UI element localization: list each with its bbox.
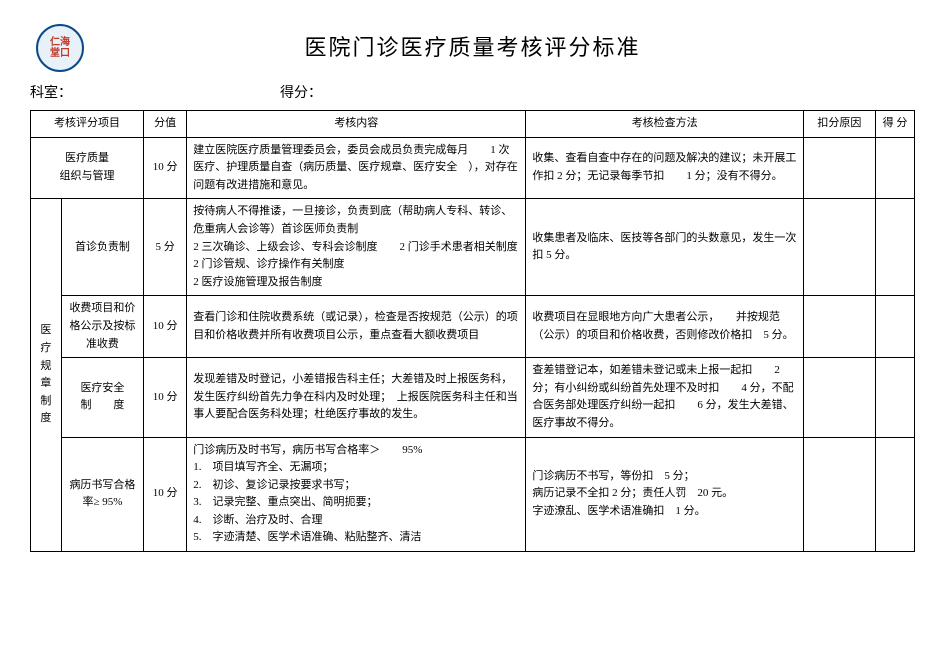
cell-reason bbox=[803, 437, 875, 552]
cell-reason bbox=[803, 137, 875, 199]
subheader-row: 科室： 得分： bbox=[30, 83, 915, 104]
cell-content: 查看门诊和住院收费系统（或记录），检查是否按规范（公示）的项目和价格收费并所有收… bbox=[187, 296, 526, 358]
cell-method: 收集、查看自查中存在的问题及解决的建议；未开展工作扣 2 分；无记录每季节扣 1… bbox=[526, 137, 804, 199]
cell-result bbox=[875, 199, 914, 296]
cell-content: 建立医院医疗质量管理委员会，委员会成员负责完成每月 1 次医疗、护理质量自查（病… bbox=[187, 137, 526, 199]
cell-subproject: 首诊负责制 bbox=[61, 199, 143, 296]
cell-reason bbox=[803, 296, 875, 358]
cell-group-project: 医疗规章制度 bbox=[31, 199, 62, 552]
score-label: 得分： bbox=[280, 83, 322, 104]
cell-score: 10 分 bbox=[144, 358, 187, 437]
col-header-method: 考核检查方法 bbox=[526, 111, 804, 138]
table-row: 医疗安全制 度 10 分 发现差错及时登记，小差错报告科主任；大差错及时上报医务… bbox=[31, 358, 915, 437]
table-row: 收费项目和价格公示及按标准收费 10 分 查看门诊和住院收费系统（或记录），检查… bbox=[31, 296, 915, 358]
logo-text: 仁海堂口 bbox=[50, 37, 70, 59]
cell-reason bbox=[803, 358, 875, 437]
cell-content: 门诊病历及时书写，病历书写合格率＞ 95%1. 项目填写齐全、无漏项；2. 初诊… bbox=[187, 437, 526, 552]
logo-container: 仁海堂口 bbox=[30, 20, 90, 75]
col-header-result: 得 分 bbox=[875, 111, 914, 138]
cell-subproject: 医疗安全制 度 bbox=[61, 358, 143, 437]
cell-content: 发现差错及时登记，小差错报告科主任；大差错及时上报医务科，发生医疗纠纷首先力争在… bbox=[187, 358, 526, 437]
table-row: 医疗质量组织与管理 10 分 建立医院医疗质量管理委员会，委员会成员负责完成每月… bbox=[31, 137, 915, 199]
cell-result bbox=[875, 137, 914, 199]
cell-method: 收费项目在显眼地方向广大患者公示， 并按规范（公示）的项目和价格收费，否则修改价… bbox=[526, 296, 804, 358]
cell-result bbox=[875, 358, 914, 437]
page-header: 仁海堂口 医院门诊医疗质量考核评分标准 bbox=[30, 20, 915, 75]
cell-result bbox=[875, 296, 914, 358]
cell-method: 门诊病历不书写，等份扣 5 分；病历记录不全扣 2 分；责任人罚 20 元。字迹… bbox=[526, 437, 804, 552]
cell-score: 5 分 bbox=[144, 199, 187, 296]
cell-result bbox=[875, 437, 914, 552]
table-row: 病历书写合格率≥ 95% 10 分 门诊病历及时书写，病历书写合格率＞ 95%1… bbox=[31, 437, 915, 552]
department-label: 科室： bbox=[30, 83, 280, 104]
cell-subproject: 收费项目和价格公示及按标准收费 bbox=[61, 296, 143, 358]
cell-content: 按待病人不得推诿，一旦接诊，负责到底（帮助病人专科、转诊、危重病人会诊等）首诊医… bbox=[187, 199, 526, 296]
col-header-reason: 扣分原因 bbox=[803, 111, 875, 138]
hospital-logo-icon: 仁海堂口 bbox=[36, 24, 84, 72]
cell-score: 10 分 bbox=[144, 437, 187, 552]
cell-score: 10 分 bbox=[144, 137, 187, 199]
col-header-score: 分值 bbox=[144, 111, 187, 138]
cell-score: 10 分 bbox=[144, 296, 187, 358]
cell-reason bbox=[803, 199, 875, 296]
page-title: 医院门诊医疗质量考核评分标准 bbox=[30, 31, 915, 64]
table-row: 医疗规章制度 首诊负责制 5 分 按待病人不得推诿，一旦接诊，负责到底（帮助病人… bbox=[31, 199, 915, 296]
cell-project: 医疗质量组织与管理 bbox=[31, 137, 144, 199]
table-header-row: 考核评分项目 分值 考核内容 考核检查方法 扣分原因 得 分 bbox=[31, 111, 915, 138]
col-header-project: 考核评分项目 bbox=[31, 111, 144, 138]
evaluation-table: 考核评分项目 分值 考核内容 考核检查方法 扣分原因 得 分 医疗质量组织与管理… bbox=[30, 110, 915, 552]
col-header-content: 考核内容 bbox=[187, 111, 526, 138]
cell-method: 查差错登记本，如差错未登记或未上报一起扣 2 分；有小纠纷或纠纷首先处理不及时扣… bbox=[526, 358, 804, 437]
cell-method: 收集患者及临床、医技等各部门的头数意见，发生一次扣 5 分。 bbox=[526, 199, 804, 296]
cell-subproject: 病历书写合格率≥ 95% bbox=[61, 437, 143, 552]
